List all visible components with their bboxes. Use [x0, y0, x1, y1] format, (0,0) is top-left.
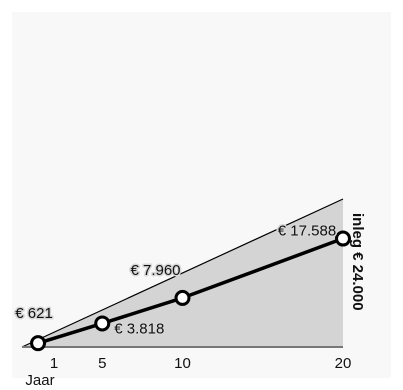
x-tick-label: 20 — [335, 355, 352, 372]
data-point-marker — [335, 230, 351, 247]
data-label: € 17.588 — [278, 223, 336, 240]
inleg-label: inleg € 24.000 — [349, 213, 366, 311]
x-tick-label: 1 — [50, 355, 58, 372]
data-point-marker — [174, 289, 191, 306]
inleg-line — [21, 198, 344, 348]
x-tick-label: 5 — [98, 355, 106, 372]
data-label: € 7.960 — [130, 262, 180, 279]
data-label: € 3.818 — [114, 320, 164, 337]
data-point-marker — [30, 335, 47, 352]
x-axis-label: Jaar — [25, 372, 54, 389]
x-tick-label: 10 — [174, 355, 191, 372]
data-label: € 621 — [15, 305, 53, 322]
data-point-marker — [94, 315, 111, 332]
series-line — [37, 236, 344, 345]
